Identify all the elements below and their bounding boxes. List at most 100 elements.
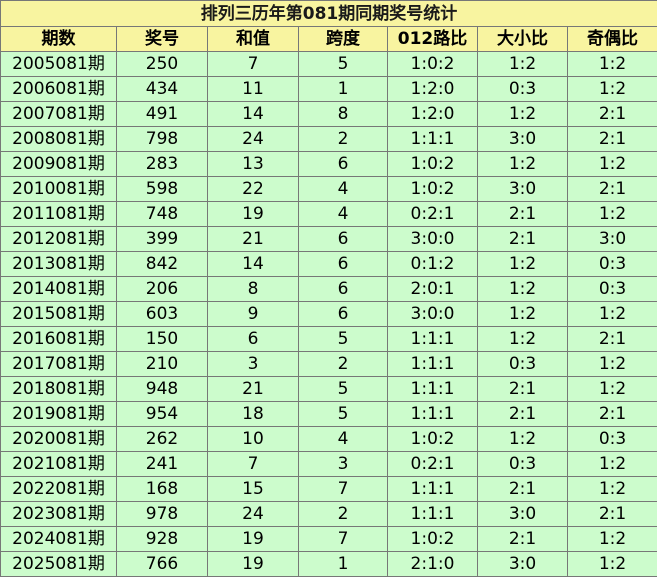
data-cell: 2:1 [478,477,568,502]
data-cell: 434 [117,77,208,102]
data-cell: 4 [299,177,388,202]
data-cell: 2 [299,502,388,527]
data-cell: 3:0:0 [388,227,478,252]
data-cell: 21 [208,227,299,252]
data-cell: 2 [299,127,388,152]
data-cell: 2016081期 [1,327,117,352]
data-cell: 24 [208,502,299,527]
data-cell: 0:3 [478,77,568,102]
data-cell: 4 [299,202,388,227]
data-cell: 150 [117,327,208,352]
data-cell: 9 [208,302,299,327]
data-cell: 978 [117,502,208,527]
data-cell: 2024081期 [1,527,117,552]
data-cell: 262 [117,427,208,452]
data-cell: 2012081期 [1,227,117,252]
data-cell: 2:1 [568,102,657,127]
data-cell: 13 [208,152,299,177]
data-cell: 948 [117,377,208,402]
data-cell: 22 [208,177,299,202]
data-cell: 7 [208,452,299,477]
data-cell: 1:2 [568,202,657,227]
data-cell: 1:2 [568,152,657,177]
data-cell: 2023081期 [1,502,117,527]
data-cell: 14 [208,102,299,127]
data-cell: 2021081期 [1,452,117,477]
header-cell: 奇偶比 [568,27,657,52]
data-cell: 2010081期 [1,177,117,202]
data-cell: 19 [208,527,299,552]
data-cell: 1:1:1 [388,127,478,152]
data-cell: 2015081期 [1,302,117,327]
data-cell: 1:2 [568,527,657,552]
data-cell: 603 [117,302,208,327]
data-cell: 1:1:1 [388,477,478,502]
data-cell: 1:2:0 [388,77,478,102]
data-cell: 19 [208,552,299,577]
data-cell: 1:2 [478,427,568,452]
data-cell: 954 [117,402,208,427]
data-cell: 1:1:1 [388,352,478,377]
data-cell: 399 [117,227,208,252]
data-cell: 0:3 [478,452,568,477]
data-cell: 1:0:2 [388,527,478,552]
data-cell: 1:2 [568,477,657,502]
data-cell: 0:2:1 [388,202,478,227]
header-cell: 奖号 [117,27,208,52]
data-cell: 2:1 [478,202,568,227]
data-cell: 2:1 [478,377,568,402]
data-cell: 491 [117,102,208,127]
data-cell: 6 [299,302,388,327]
data-cell: 2:1 [568,327,657,352]
data-cell: 210 [117,352,208,377]
data-cell: 2:1 [568,502,657,527]
header-cell: 和值 [208,27,299,52]
data-cell: 2:0:1 [388,277,478,302]
header-cell: 跨度 [299,27,388,52]
data-cell: 2022081期 [1,477,117,502]
data-cell: 1:1:1 [388,327,478,352]
data-cell: 3:0 [568,227,657,252]
data-cell: 10 [208,427,299,452]
data-cell: 2:1 [568,402,657,427]
data-cell: 1:1:1 [388,377,478,402]
data-cell: 6 [299,252,388,277]
data-cell: 2007081期 [1,102,117,127]
data-cell: 15 [208,477,299,502]
data-cell: 2009081期 [1,152,117,177]
data-cell: 7 [299,527,388,552]
data-cell: 1 [299,77,388,102]
table-title: 排列三历年第081期同期奖号统计 [1,1,657,27]
data-cell: 2005081期 [1,52,117,77]
data-cell: 0:2:1 [388,452,478,477]
data-cell: 250 [117,52,208,77]
data-cell: 1:2 [568,452,657,477]
data-cell: 766 [117,552,208,577]
data-cell: 2011081期 [1,202,117,227]
data-cell: 6 [299,277,388,302]
data-cell: 1:1:1 [388,402,478,427]
data-cell: 3:0 [478,177,568,202]
data-cell: 598 [117,177,208,202]
data-cell: 4 [299,427,388,452]
data-cell: 3 [208,352,299,377]
data-cell: 2:1:0 [388,552,478,577]
header-cell: 012路比 [388,27,478,52]
header-cell: 期数 [1,27,117,52]
data-cell: 8 [299,102,388,127]
data-cell: 1:2 [478,302,568,327]
data-cell: 2025081期 [1,552,117,577]
